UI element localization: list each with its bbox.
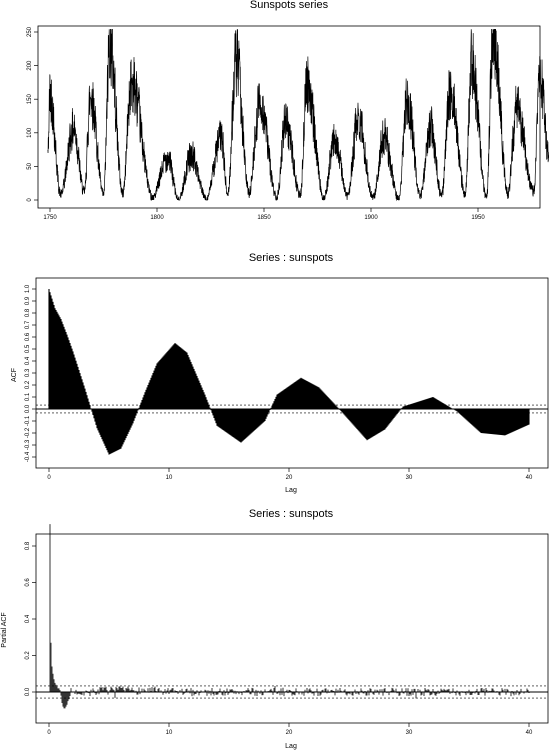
pacf-plot: Series : sunspots Lag Partial ACF 0 10 20 3… [1,508,549,750]
y-tick-label: 0.4 [25,614,31,623]
y-tick-label: 250 [27,26,33,37]
chart-title: Sunspots series [250,0,329,11]
x-tick-label: 1950 [471,215,485,221]
x-axis-label: Lag [285,487,297,494]
y-tick-label: 0.9 [25,296,31,305]
y-tick-label: 0.8 [25,308,31,317]
y-tick-label: 0.5 [25,344,31,353]
x-tick-label: 0 [47,730,51,736]
plot-frame [35,533,549,724]
y-tick-label: 0.8 [25,541,31,550]
y-tick-label: 0.0 [25,687,31,696]
y-tick-label: 0.0 [25,404,31,413]
x-tick-label: 40 [526,475,533,481]
y-tick-label: 0.2 [25,380,31,389]
y-tick-label: -0.3 [25,439,31,450]
sunspots-series-plot: Sunspots series 1750 1800 1850 1900 1950 0 50 1… [27,0,549,221]
y-tick-label: 0.4 [25,356,31,365]
x-tick-label: 30 [406,730,413,736]
y-tick-label: 0.7 [25,320,31,329]
x-tick-label: 1750 [43,215,57,221]
x-tick-label: 1850 [257,215,271,221]
x-tick-label: 40 [526,730,533,736]
y-tick-label: 0.6 [25,332,31,341]
y-tick-label: -0.4 [25,451,31,462]
series-line [47,28,549,202]
y-tick-label: -0.2 [25,427,31,438]
x-tick-label: 1800 [150,215,164,221]
y-tick-label: 0.2 [25,651,31,660]
acf-plot: Series : sunspots Lag ACF 0 10 20 30 40-0.4-… [11,252,549,494]
x-tick-label: 1900 [364,215,378,221]
x-tick-label: 0 [47,475,51,481]
chart-title: Series : sunspots [249,252,334,264]
chart-title: Series : sunspots [249,508,334,520]
y-tick-label: 0.3 [25,368,31,377]
y-tick-label: 0.1 [25,392,31,401]
y-tick-label: 50 [27,162,33,169]
y-tick-label: 200 [27,60,33,71]
y-tick-label: -0.1 [25,415,31,426]
x-tick-label: 10 [166,475,173,481]
plot-frame [37,25,541,209]
x-axis-label: Lag [285,743,297,750]
y-tick-label: 100 [27,127,33,138]
y-tick-label: 0.6 [25,578,31,587]
x-tick-label: 10 [166,730,173,736]
x-tick-label: 20 [286,730,293,736]
x-tick-label: 20 [286,475,293,481]
y-tick-label: 1.0 [25,284,31,293]
y-tick-label: 0 [27,198,33,202]
y-axis-label: Partial ACF [1,612,8,647]
y-tick-label: 150 [27,94,33,105]
x-tick-label: 30 [406,475,413,481]
y-axis-label: ACF [11,368,18,382]
